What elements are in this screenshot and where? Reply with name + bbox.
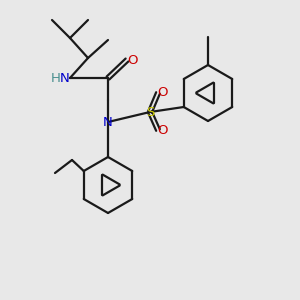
Text: S: S	[146, 106, 154, 118]
Text: O: O	[127, 53, 137, 67]
Text: H: H	[51, 71, 61, 85]
Text: N: N	[60, 71, 70, 85]
Text: O: O	[158, 124, 168, 136]
Text: N: N	[103, 116, 113, 128]
Text: O: O	[158, 86, 168, 100]
